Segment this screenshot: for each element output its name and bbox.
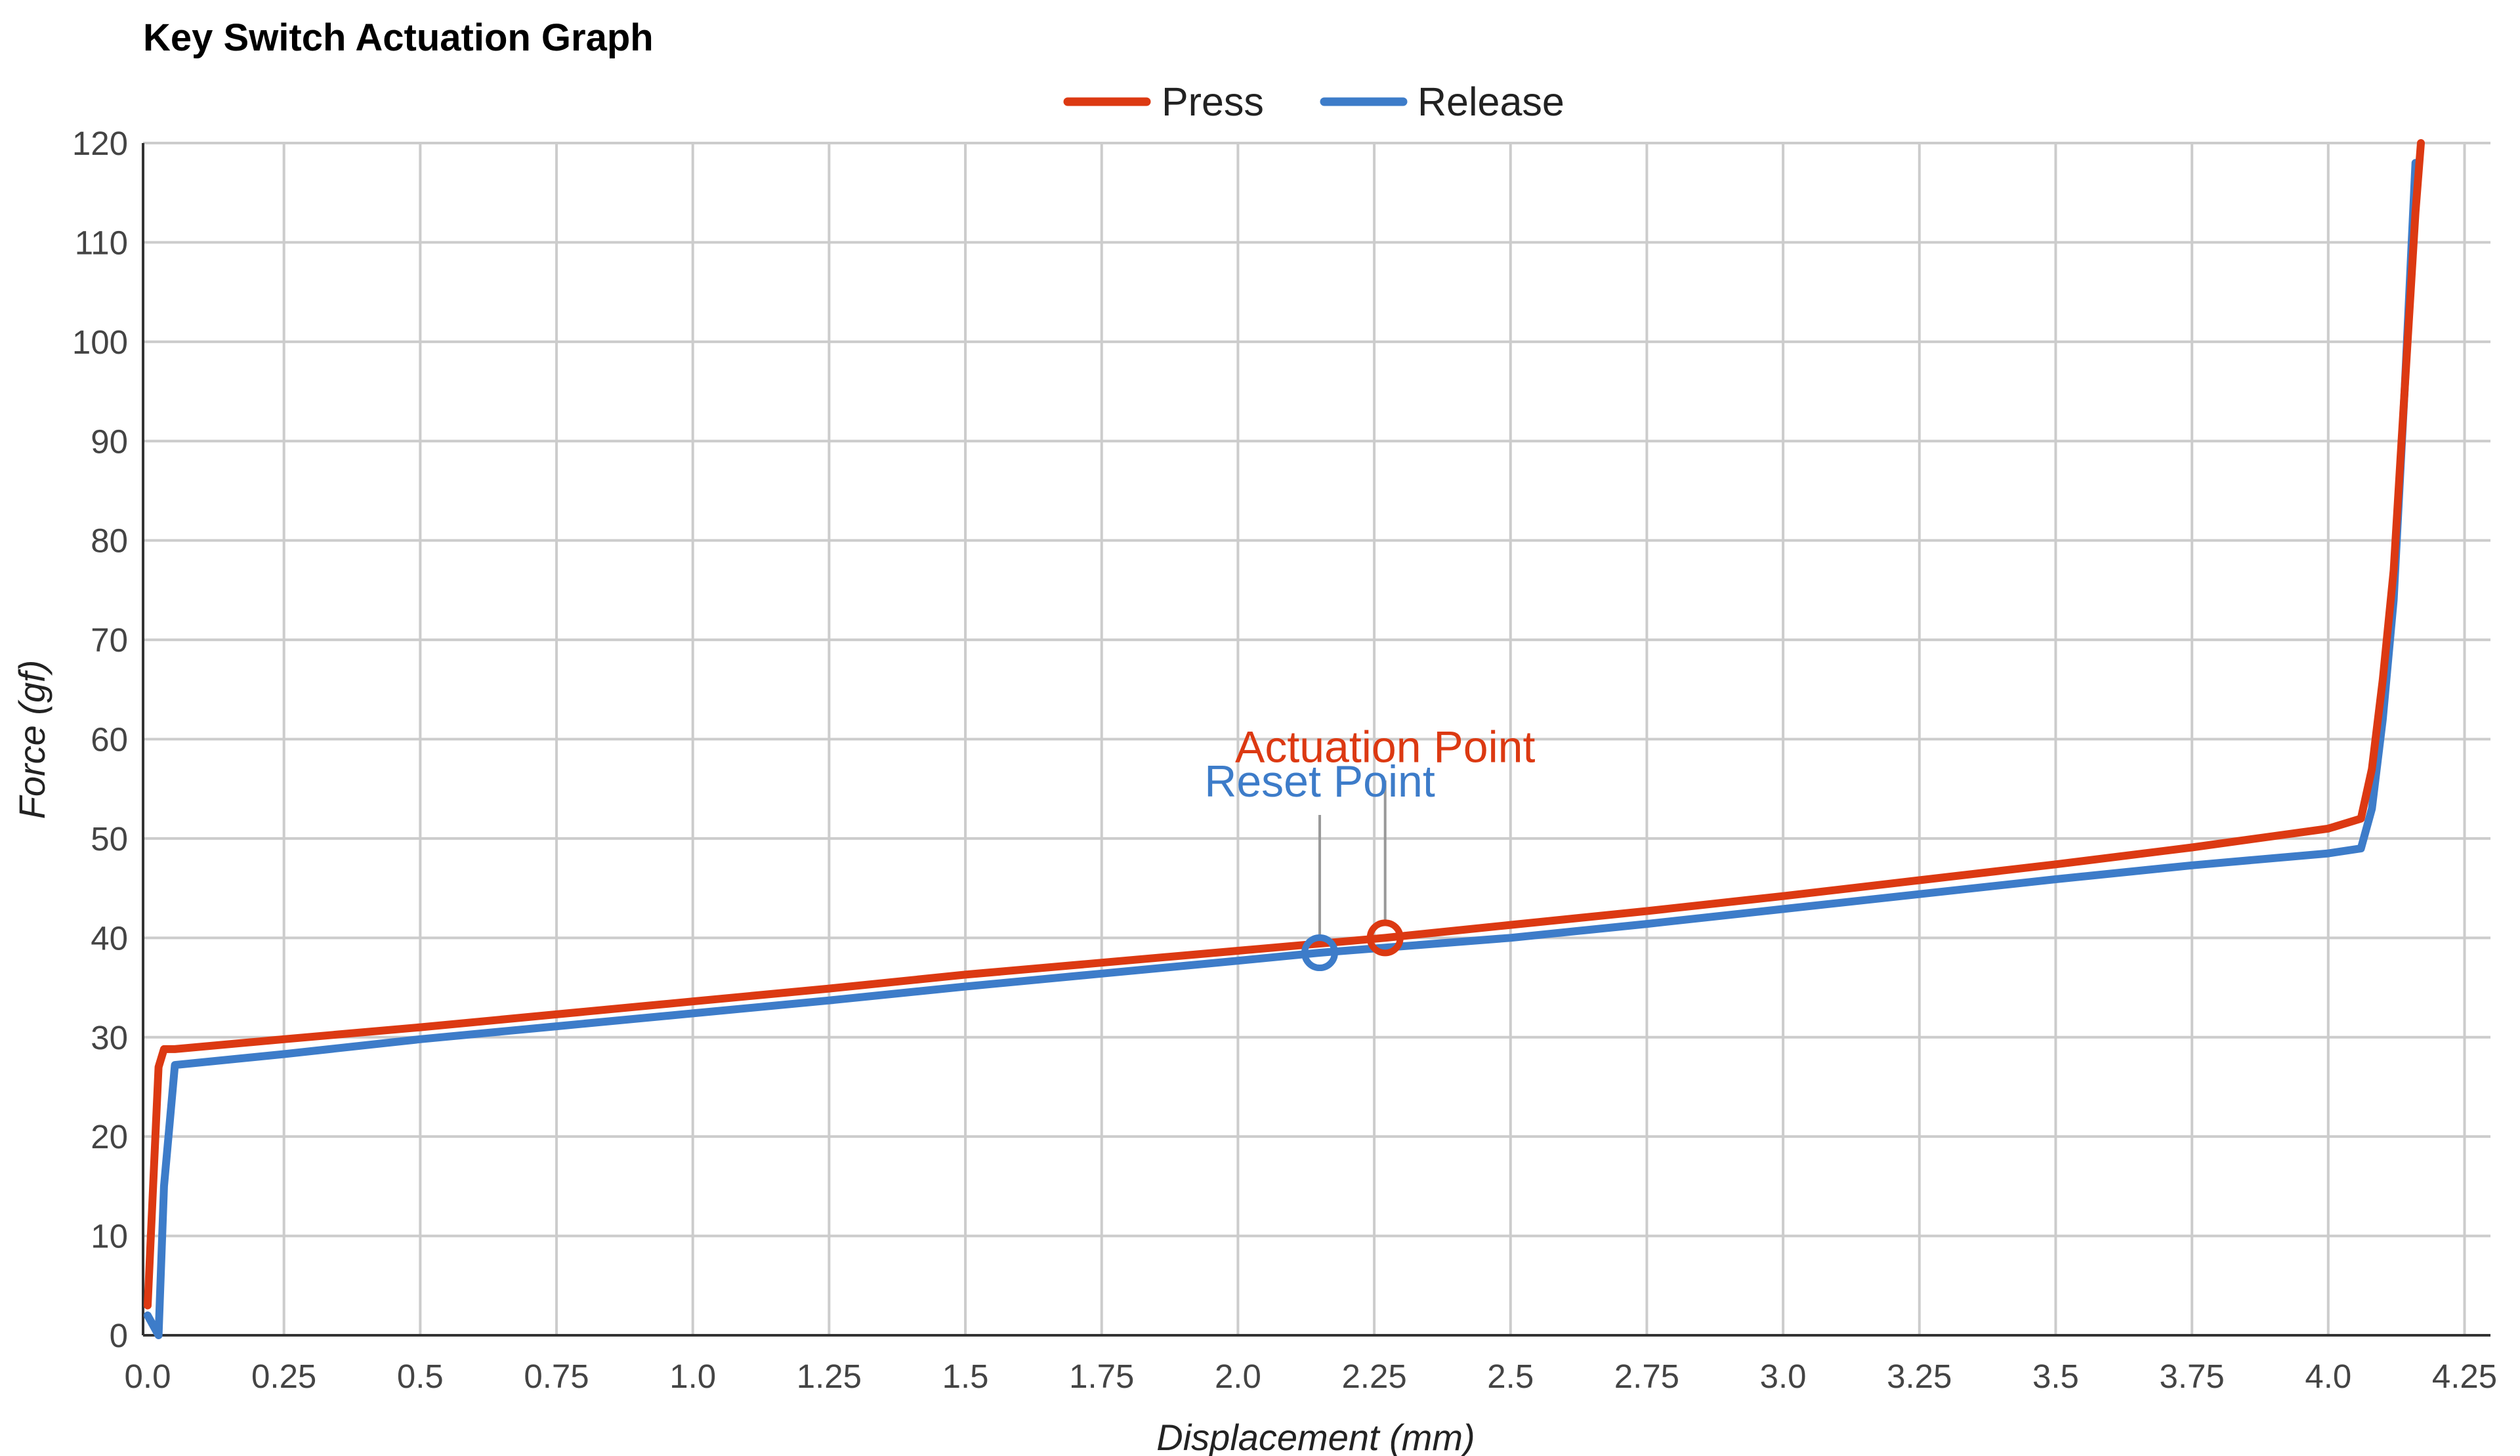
- x-tick-label: 1.5: [942, 1358, 989, 1395]
- y-tick-label: 40: [91, 919, 128, 957]
- series-line-release: [144, 159, 2420, 1339]
- x-tick-label: 0.25: [251, 1358, 316, 1395]
- x-tick-label: 3.0: [1760, 1358, 1807, 1395]
- x-tick-label: 4.0: [2305, 1358, 2351, 1395]
- x-tick-label: 3.5: [2032, 1358, 2079, 1395]
- chart-title: Key Switch Actuation Graph: [143, 16, 654, 59]
- y-tick-label: 60: [91, 721, 128, 759]
- legend: Press Release: [1063, 79, 1564, 124]
- x-tick-label: 2.25: [1341, 1358, 1406, 1395]
- annotation-marker: [1301, 934, 1339, 972]
- x-tick-label: 3.25: [1887, 1358, 1952, 1395]
- gridlines: [143, 142, 2490, 1335]
- x-tick-label: 1.0: [669, 1358, 716, 1395]
- y-tick-label: 20: [91, 1118, 128, 1155]
- x-tick-label: 2.5: [1487, 1358, 1534, 1395]
- y-tick-label: 80: [91, 522, 128, 560]
- y-tick-label: 120: [72, 125, 128, 162]
- series-lines: [144, 139, 2425, 1339]
- x-tick-label: 1.75: [1069, 1358, 1134, 1395]
- y-tick-label: 100: [72, 323, 128, 361]
- y-tick-label: 90: [91, 423, 128, 460]
- annotation-marker: [1366, 919, 1404, 957]
- x-tick-label: 2.75: [1614, 1358, 1679, 1395]
- y-tick-label: 110: [75, 224, 128, 261]
- y-tick-label: 50: [91, 820, 128, 858]
- x-axis-title: Displacement (mm): [1156, 1417, 1475, 1456]
- x-tick-label: 3.75: [2159, 1358, 2224, 1395]
- x-tick-label: 0.75: [524, 1358, 589, 1395]
- x-tick-label: 1.25: [797, 1358, 862, 1395]
- series-line-press: [144, 139, 2425, 1310]
- axes: [142, 143, 2490, 1337]
- annotation-label: Actuation Point: [1235, 722, 1536, 772]
- x-tick-label: 0.5: [397, 1358, 444, 1395]
- y-tick-label: 10: [91, 1218, 128, 1255]
- y-tick-label: 0: [110, 1317, 128, 1354]
- x-tick-labels: 0.0 0.25 0.5 0.75 1.0 1.25 1.5 1.75 2.0 2.25 2.5 2.…: [125, 1358, 2498, 1395]
- y-tick-label: 30: [91, 1019, 128, 1056]
- x-tick-label: 4.25: [2432, 1358, 2497, 1395]
- y-tick-label: 70: [91, 621, 128, 659]
- y-axis-title: Force (gf): [11, 660, 52, 820]
- x-tick-label: 0.0: [125, 1358, 171, 1395]
- y-tick-labels: 0 10 20 30 40 50 60 70 80 90 100 110 120: [72, 125, 128, 1354]
- legend-label-release: Release: [1418, 79, 1564, 124]
- annotation-label: Reset Point: [1204, 757, 1435, 806]
- legend-label-press: Press: [1162, 79, 1264, 124]
- x-tick-label: 2.0: [1215, 1358, 1261, 1395]
